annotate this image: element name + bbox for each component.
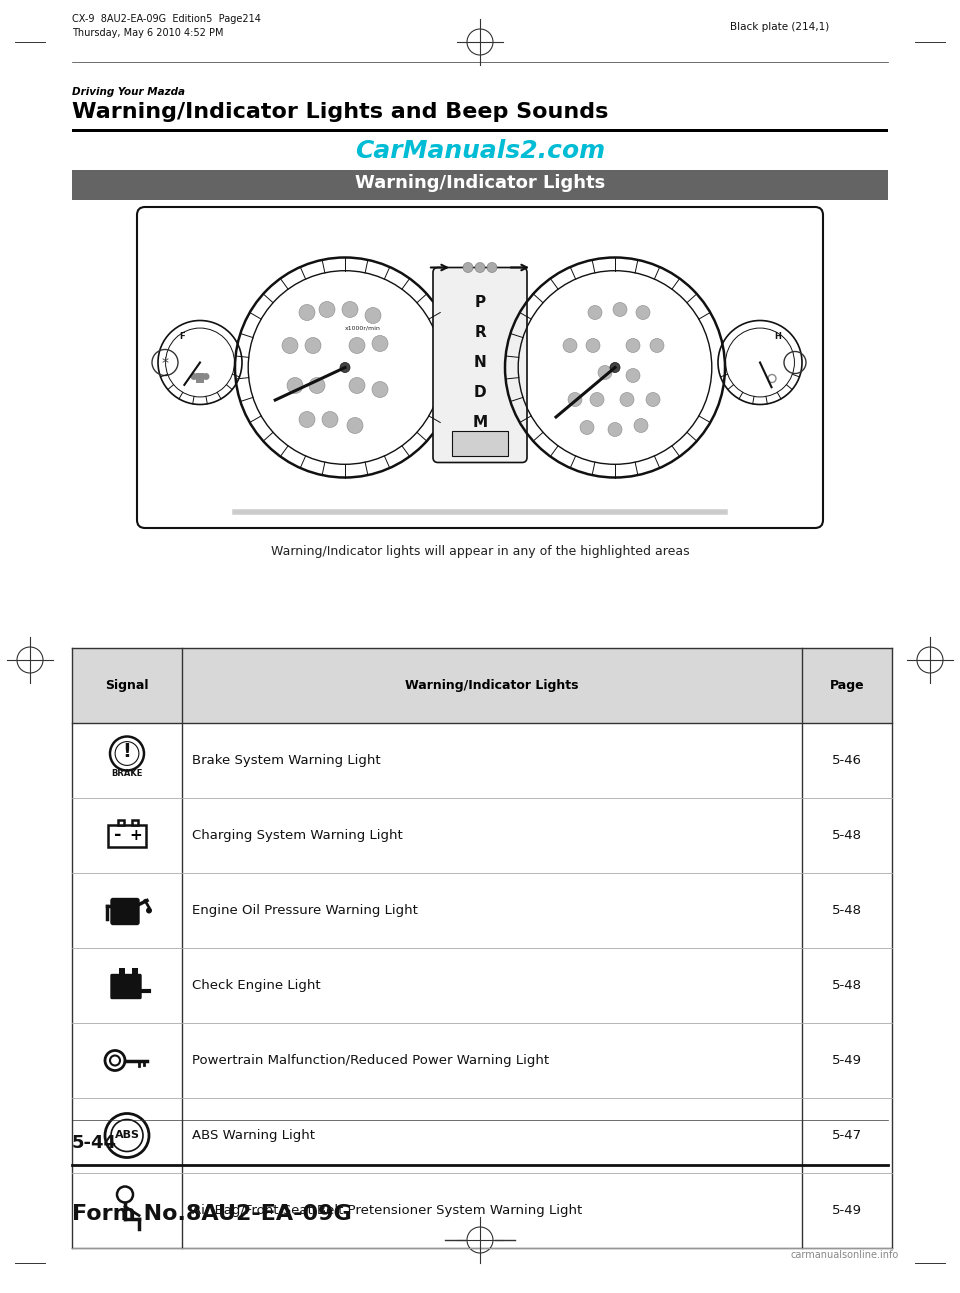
FancyBboxPatch shape (108, 825, 146, 847)
Circle shape (475, 262, 485, 273)
Circle shape (305, 337, 321, 353)
Text: Page: Page (829, 679, 864, 692)
FancyBboxPatch shape (118, 820, 124, 825)
Text: Black plate (214,1): Black plate (214,1) (730, 22, 829, 32)
Circle shape (590, 393, 604, 406)
FancyBboxPatch shape (119, 967, 125, 975)
Text: Form No.8AU2-EA-09G: Form No.8AU2-EA-09G (72, 1204, 351, 1224)
Circle shape (190, 372, 198, 380)
Text: D: D (473, 385, 487, 400)
Circle shape (580, 420, 594, 434)
FancyBboxPatch shape (132, 967, 138, 975)
Circle shape (610, 362, 620, 372)
Text: 5-44: 5-44 (72, 1134, 117, 1152)
Circle shape (626, 369, 640, 383)
Circle shape (299, 411, 315, 428)
Text: Thursday, May 6 2010 4:52 PM: Thursday, May 6 2010 4:52 PM (72, 28, 224, 37)
Text: BRAKE: BRAKE (111, 769, 143, 778)
Text: !: ! (123, 742, 132, 762)
Circle shape (322, 411, 338, 428)
Text: CX-9  8AU2-EA-09G  Edition5  Page214: CX-9 8AU2-EA-09G Edition5 Page214 (72, 14, 261, 25)
Text: 5-49: 5-49 (832, 1054, 862, 1067)
Text: F: F (180, 332, 185, 341)
FancyBboxPatch shape (111, 899, 139, 924)
Circle shape (282, 337, 298, 353)
Text: N: N (473, 356, 487, 370)
FancyBboxPatch shape (433, 268, 527, 463)
Circle shape (309, 378, 325, 393)
FancyBboxPatch shape (72, 128, 888, 132)
Circle shape (634, 419, 648, 432)
Circle shape (287, 378, 303, 393)
Circle shape (568, 393, 582, 406)
Text: Air Bag/Front Seat Belt Pretensioner System Warning Light: Air Bag/Front Seat Belt Pretensioner Sys… (192, 1204, 583, 1217)
Text: x1000r/min: x1000r/min (345, 325, 381, 330)
Text: 5-48: 5-48 (832, 904, 862, 917)
Circle shape (487, 262, 497, 273)
Text: M: M (472, 415, 488, 431)
Circle shape (646, 393, 660, 406)
Text: *: * (161, 356, 169, 370)
Text: R: R (474, 325, 486, 340)
Text: Driving Your Mazda: Driving Your Mazda (72, 87, 185, 97)
Text: 5-46: 5-46 (832, 754, 862, 767)
FancyBboxPatch shape (72, 648, 892, 723)
FancyBboxPatch shape (196, 372, 204, 383)
Text: 5-48: 5-48 (832, 829, 862, 842)
Circle shape (349, 378, 365, 393)
Text: Warning/Indicator lights will appear in any of the highlighted areas: Warning/Indicator lights will appear in … (271, 546, 689, 559)
Circle shape (588, 305, 602, 319)
Circle shape (342, 301, 358, 318)
Circle shape (613, 303, 627, 317)
Circle shape (563, 339, 577, 353)
Circle shape (319, 301, 335, 318)
Circle shape (372, 335, 388, 352)
Circle shape (203, 372, 209, 380)
Text: H: H (775, 332, 781, 341)
Text: Warning/Indicator Lights: Warning/Indicator Lights (405, 679, 579, 692)
FancyBboxPatch shape (132, 820, 138, 825)
Circle shape (340, 362, 350, 372)
Circle shape (598, 366, 612, 380)
Text: -: - (114, 826, 122, 844)
Text: Engine Oil Pressure Warning Light: Engine Oil Pressure Warning Light (192, 904, 418, 917)
Text: P: P (474, 295, 486, 310)
Text: 5-49: 5-49 (832, 1204, 862, 1217)
Circle shape (347, 418, 363, 433)
Circle shape (372, 381, 388, 397)
Text: Warning/Indicator Lights: Warning/Indicator Lights (355, 175, 605, 191)
FancyBboxPatch shape (72, 169, 888, 200)
Text: Charging System Warning Light: Charging System Warning Light (192, 829, 403, 842)
FancyBboxPatch shape (137, 207, 823, 528)
Circle shape (650, 339, 664, 353)
Circle shape (586, 339, 600, 353)
Circle shape (349, 337, 365, 353)
Text: Signal: Signal (106, 679, 149, 692)
Text: ABS Warning Light: ABS Warning Light (192, 1129, 315, 1142)
Circle shape (620, 393, 634, 406)
Text: ABS: ABS (114, 1130, 139, 1140)
Circle shape (146, 908, 152, 913)
Circle shape (299, 304, 315, 321)
Text: Powertrain Malfunction/Reduced Power Warning Light: Powertrain Malfunction/Reduced Power War… (192, 1054, 549, 1067)
Text: 5-47: 5-47 (832, 1129, 862, 1142)
Circle shape (365, 308, 381, 323)
Text: 5-48: 5-48 (832, 979, 862, 992)
Circle shape (608, 423, 622, 437)
Text: Check Engine Light: Check Engine Light (192, 979, 321, 992)
Circle shape (626, 339, 640, 353)
Text: CarManuals2.com: CarManuals2.com (355, 140, 605, 163)
Text: Brake System Warning Light: Brake System Warning Light (192, 754, 380, 767)
Circle shape (636, 305, 650, 319)
Circle shape (463, 262, 473, 273)
Text: Warning/Indicator Lights and Beep Sounds: Warning/Indicator Lights and Beep Sounds (72, 102, 609, 122)
Text: +: + (130, 828, 142, 843)
Text: carmanualsonline.info: carmanualsonline.info (791, 1250, 900, 1259)
FancyBboxPatch shape (452, 431, 508, 455)
FancyBboxPatch shape (111, 975, 141, 998)
